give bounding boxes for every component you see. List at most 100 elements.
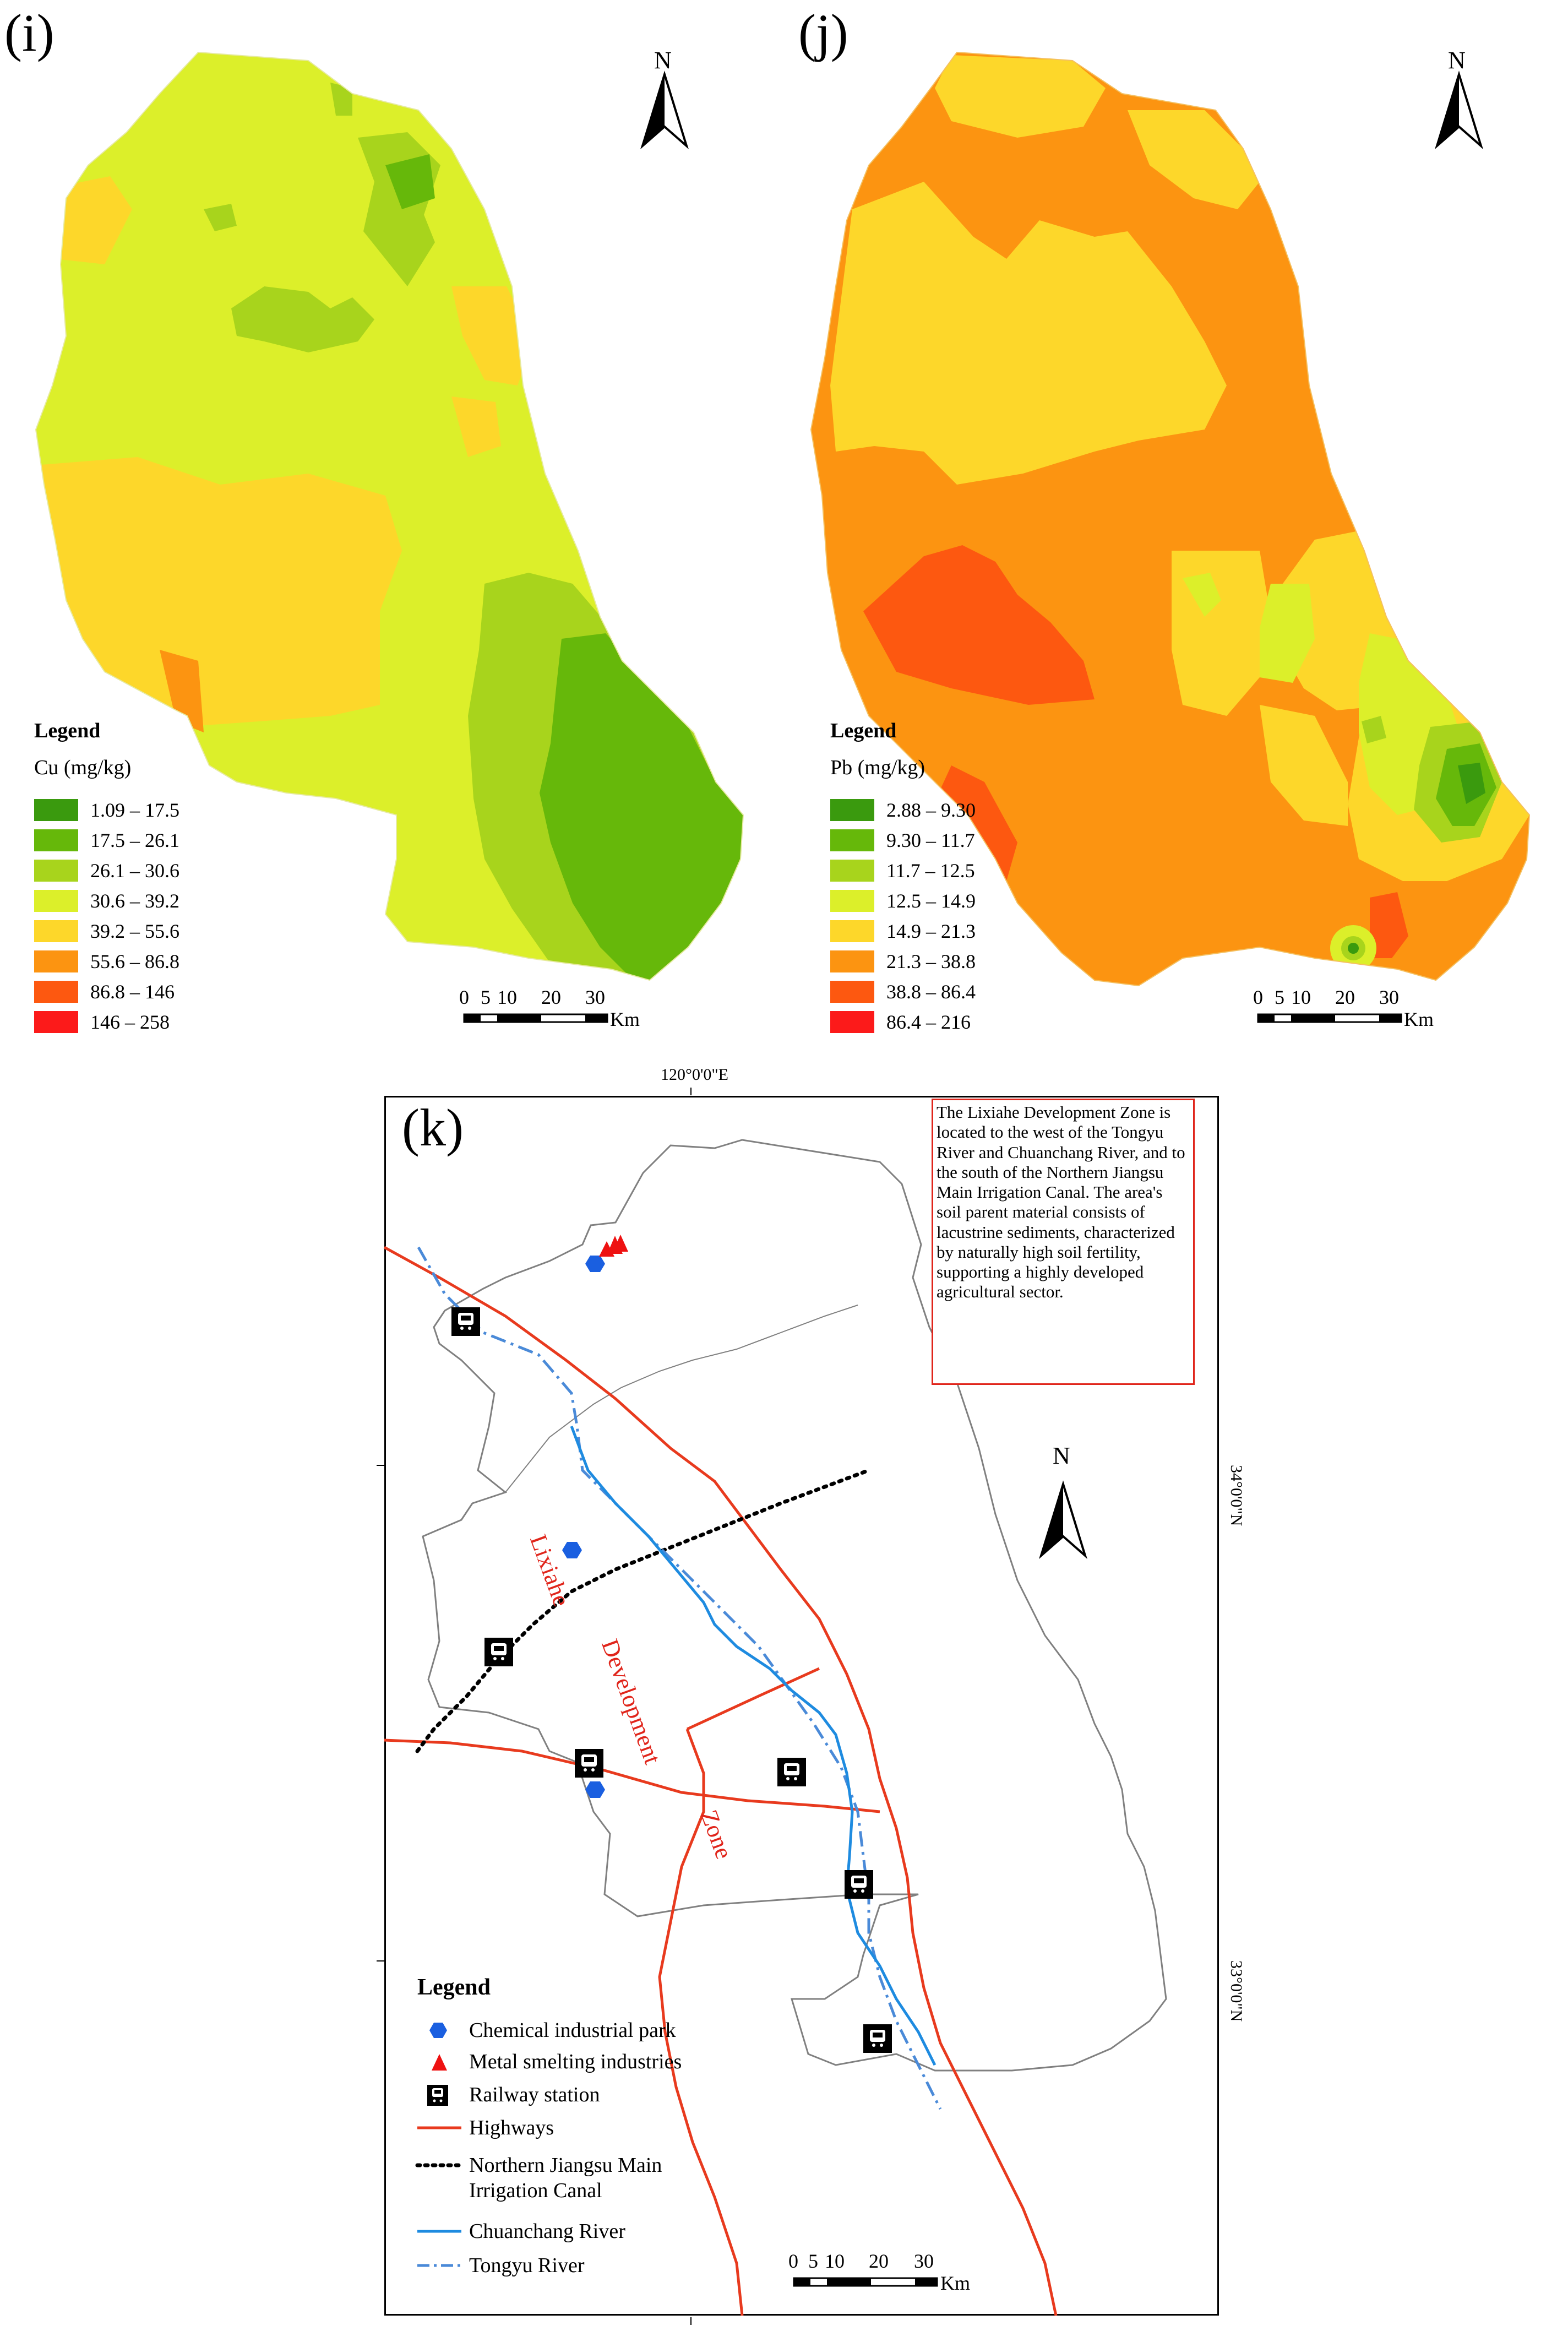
legend-class-label: 39.2 – 55.6 (90, 920, 179, 942)
scale-tick: 5 (481, 986, 491, 1008)
info-box: The Lixiahe Development Zone is located … (932, 1099, 1195, 1385)
map-panel-k (383, 1139, 1167, 2316)
legend-class-row: 17.5 – 26.1 (34, 828, 179, 853)
legend-class-label: 14.9 – 21.3 (886, 920, 976, 942)
scale-unit: Km (1404, 1008, 1434, 1030)
legend-class-row: 30.6 – 39.2 (34, 888, 179, 914)
scale-tick: 20 (869, 2250, 889, 2272)
legend-title-i: Legend (34, 719, 101, 742)
legend-swatch (830, 799, 874, 821)
legend-item: Tongyu River (417, 2253, 584, 2281)
scale-tick: 20 (1335, 986, 1355, 1008)
scale-tick: 5 (808, 2250, 818, 2272)
legend-title-j: Legend (830, 719, 897, 742)
legend-class-label: 26.1 – 30.6 (90, 860, 179, 882)
legend-swatch (34, 981, 78, 1003)
lon-label: 120°0'0"E (661, 1066, 728, 1084)
north-arrow-icon (640, 70, 689, 150)
railway-station-marker (451, 1307, 480, 1336)
legend-class-label: 9.30 – 11.7 (886, 829, 975, 851)
legend-class-row: 21.3 – 38.8 (830, 949, 976, 974)
legend-swatch (830, 950, 874, 972)
scale-unit: Km (610, 1008, 640, 1030)
legend-item-label: Railway station (469, 2083, 600, 2106)
railway-station-marker (777, 1758, 806, 1786)
legend-item-label: Highways (469, 2116, 554, 2139)
blue-line-icon (417, 2230, 461, 2233)
legend-class-row: 2.88 – 9.30 (830, 797, 976, 823)
legend-class-label: 55.6 – 86.8 (90, 950, 179, 972)
red-line-icon (417, 2126, 461, 2129)
north-arrow-icon (1435, 70, 1483, 150)
legend-item: Chemical industrial park (417, 2018, 676, 2046)
scale-tick: 0 (459, 986, 469, 1008)
chemical-park-marker (585, 1256, 605, 1272)
railway-station-marker (484, 1638, 513, 1666)
lat-tick (377, 1465, 384, 1466)
red-triangle-icon (432, 2054, 447, 2071)
scale-unit: Km (940, 2272, 970, 2294)
legend-class-row: 38.8 – 86.4 (830, 979, 976, 1004)
legend-swatch (34, 799, 78, 821)
legend-item-label: Tongyu River (469, 2254, 585, 2277)
scale-tick: 10 (1291, 986, 1311, 1008)
legend-swatch (830, 1011, 874, 1033)
map-panel-j (810, 51, 1531, 987)
legend-unit-j: Pb (mg/kg) (830, 756, 925, 779)
map-panel-i (35, 51, 744, 981)
legend-swatch (830, 829, 874, 851)
lat-tick (377, 1960, 384, 1961)
legend-class-label: 86.4 – 216 (886, 1011, 971, 1033)
dotted-line-icon (415, 2163, 464, 2167)
legend-item: Northern Jiangsu Main Irrigation Canal (415, 2153, 711, 2208)
legend-class-label: 21.3 – 38.8 (886, 950, 976, 972)
chemical-park-marker (585, 1781, 605, 1798)
legend-class-label: 12.5 – 14.9 (886, 890, 976, 912)
scale-tick: 5 (1275, 986, 1284, 1008)
dashdot-line-icon (417, 2264, 461, 2267)
legend-class-row: 26.1 – 30.6 (34, 858, 179, 883)
panel-k-label: (k) (402, 1098, 464, 1157)
chemical-park-marker (562, 1542, 582, 1558)
railway-station-marker (863, 2024, 892, 2053)
legend-class-label: 17.5 – 26.1 (90, 829, 179, 851)
legend-swatch (34, 1011, 78, 1033)
legend-swatch (34, 829, 78, 851)
legend-item: Metal smelting industries (417, 2050, 682, 2077)
legend-swatch (830, 920, 874, 942)
legend-item-label: Chuanchang River (469, 2220, 625, 2243)
legend-class-row: 86.8 – 146 (34, 979, 175, 1004)
legend-item-label: Metal smelting industries (469, 2050, 682, 2073)
lon-tick (690, 1088, 692, 1095)
legend-item: Chuanchang River (417, 2219, 625, 2247)
legend-class-label: 11.7 – 12.5 (886, 860, 975, 882)
legend-swatch (830, 981, 874, 1003)
north-label-j: N (1448, 47, 1466, 74)
legend-class-row: 11.7 – 12.5 (830, 858, 975, 883)
legend-item-label: Chemical industrial park (469, 2019, 676, 2042)
panel-j-label: (j) (798, 3, 848, 62)
legend-swatch (34, 890, 78, 912)
lat-label-33: 33°0'0"N (1227, 1960, 1245, 2022)
scale-tick: 20 (541, 986, 561, 1008)
scale-tick: 0 (1253, 986, 1263, 1008)
legend-swatch (34, 920, 78, 942)
legend-class-label: 146 – 258 (90, 1011, 170, 1033)
scale-tick: 30 (585, 986, 605, 1008)
railway-station-marker (845, 1870, 873, 1899)
smelting-marker (613, 1235, 628, 1252)
blue-hexagon-icon (429, 2023, 447, 2038)
legend-class-row: 12.5 – 14.9 (830, 888, 976, 914)
legend-class-row: 1.09 – 17.5 (34, 797, 179, 823)
legend-class-row: 86.4 – 216 (830, 1009, 971, 1035)
legend-class-row: 55.6 – 86.8 (34, 949, 179, 974)
legend-item: Railway station (417, 2083, 600, 2110)
scale-tick: 30 (914, 2250, 934, 2272)
panel-i-label: (i) (4, 3, 55, 62)
legend-swatch (34, 860, 78, 882)
train-icon (427, 2085, 448, 2106)
lat-label-34: 34°0'0"N (1227, 1465, 1245, 1526)
legend-class-label: 30.6 – 39.2 (90, 890, 179, 912)
north-label-k: N (1053, 1442, 1070, 1469)
legend-item: Highways (417, 2116, 554, 2143)
